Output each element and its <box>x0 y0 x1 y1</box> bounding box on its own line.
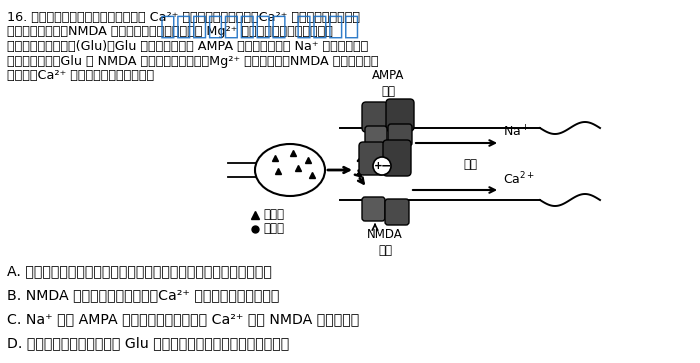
Circle shape <box>373 157 391 175</box>
Text: B. NMDA 受体的离子通道打开，Ca²⁺ 内流促进突触后膜兴奋: B. NMDA 受体的离子通道打开，Ca²⁺ 内流促进突触后膜兴奋 <box>7 288 279 302</box>
Text: 经元兴奋释放谷氨酸(Glu)；Glu 与突触后膜上的 AMPA 受体结合，引起 Na⁺ 内流，突触后: 经元兴奋释放谷氨酸(Glu)；Glu 与突触后膜上的 AMPA 受体结合，引起 … <box>7 40 368 53</box>
Text: +: + <box>374 161 383 171</box>
Text: C. Na⁺ 通过 AMPA 的过程为协助扩散，但 Ca²⁺ 通过 NMDA 为主动运输: C. Na⁺ 通过 AMPA 的过程为协助扩散，但 Ca²⁺ 通过 NMDA 为… <box>7 312 359 326</box>
FancyBboxPatch shape <box>386 99 414 131</box>
Text: 树突: 树突 <box>463 158 477 171</box>
Text: NMDA
受体: NMDA 受体 <box>367 228 403 257</box>
Text: −: − <box>380 159 391 172</box>
FancyBboxPatch shape <box>385 199 409 225</box>
Text: 谷氨酸: 谷氨酸 <box>263 208 284 221</box>
FancyBboxPatch shape <box>383 140 411 176</box>
Text: D. 通过药物减少突触间隙中 Glu 的含量可以减缓阿尔兹海默病的症状: D. 通过药物减少突触间隙中 Glu 的含量可以减缓阿尔兹海默病的症状 <box>7 336 289 350</box>
FancyBboxPatch shape <box>388 124 412 146</box>
Text: Ca$^{2+}$: Ca$^{2+}$ <box>503 170 536 187</box>
Text: 镁离子: 镁离子 <box>263 223 284 236</box>
FancyBboxPatch shape <box>359 142 385 175</box>
Text: 膜兴奋过程中，Glu 与 NMDA 受体相应位点结合，Mg²⁺ 阻滮被去除，NMDA 受体的离子通: 膜兴奋过程中，Glu 与 NMDA 受体相应位点结合，Mg²⁺ 阻滮被去除，NM… <box>7 54 379 68</box>
Text: AMPA
受体: AMPA 受体 <box>372 69 404 98</box>
FancyBboxPatch shape <box>362 102 388 132</box>
Text: 微信公众号关注： 橘校答案: 微信公众号关注： 橘校答案 <box>160 14 360 40</box>
Text: 道打开，Ca²⁺ 内流。下列叙述正确的是: 道打开，Ca²⁺ 内流。下列叙述正确的是 <box>7 69 154 82</box>
FancyBboxPatch shape <box>362 197 385 221</box>
Text: A. 谷氨酸属于神经递质的一种，在突触前神经元中存在于突触小泡内: A. 谷氨酸属于神经递质的一种，在突触前神经元中存在于突触小泡内 <box>7 264 272 278</box>
Text: 示，静息状态下，NMDA 受体的功能因其离子通道被 Mg²⁺ 阻滞而受到抑制，突触前神: 示，静息状态下，NMDA 受体的功能因其离子通道被 Mg²⁺ 阻滞而受到抑制，突… <box>7 25 333 38</box>
FancyBboxPatch shape <box>365 126 387 146</box>
Text: Na$^+$: Na$^+$ <box>503 125 530 140</box>
Ellipse shape <box>255 144 325 196</box>
Text: 16. 阿尔兹海默病的产生与某种神经元 Ca²⁺ 顺浓度过量内流有关。Ca²⁺ 内流调节机制如图所: 16. 阿尔兹海默病的产生与某种神经元 Ca²⁺ 顺浓度过量内流有关。Ca²⁺ … <box>7 11 360 24</box>
